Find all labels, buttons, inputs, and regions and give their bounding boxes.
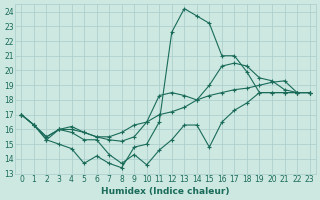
X-axis label: Humidex (Indice chaleur): Humidex (Indice chaleur) xyxy=(101,187,230,196)
